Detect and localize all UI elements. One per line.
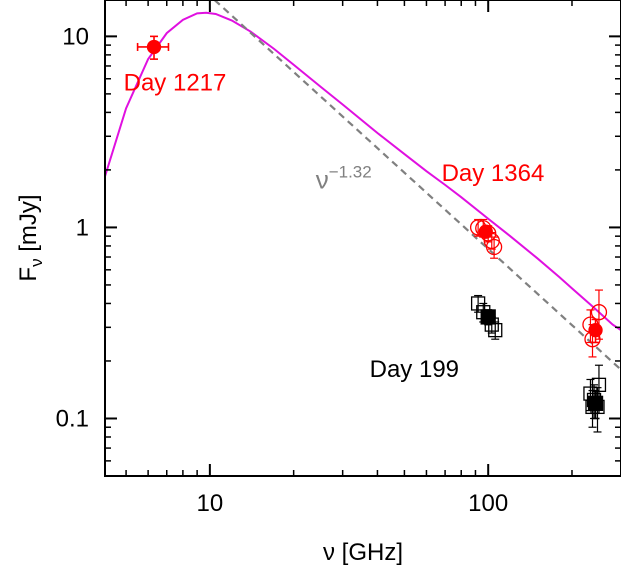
- label-day1364: Day 1364: [442, 160, 545, 187]
- day-1364-marker: [478, 224, 493, 239]
- y-axis-label-unit: [mJy]: [15, 194, 42, 258]
- day-1364-marker: [588, 322, 603, 338]
- y-axis-label-main: F: [15, 267, 42, 282]
- x-axis-label: ν [GHz]: [323, 539, 403, 566]
- model-curve: [105, 11, 621, 331]
- day-1364-point: [588, 318, 603, 344]
- powerlaw-label: ν−1.32: [316, 162, 372, 194]
- points-layer: [136, 35, 608, 433]
- x-tick-label: 100: [468, 490, 508, 517]
- x-tick-label: 10: [197, 490, 224, 517]
- y-axis-label-sub: ν: [27, 258, 46, 267]
- plot-frame: [104, 0, 621, 477]
- powerlaw-line: [213, 0, 621, 371]
- day-1364-point: [478, 224, 493, 239]
- day-1364-point: [485, 236, 503, 259]
- powerlaw-label-base: ν: [316, 164, 329, 194]
- day-199-point: [480, 309, 496, 326]
- y-tick-label: 1: [76, 214, 89, 241]
- day-1364-marker: [485, 238, 503, 256]
- powerlaw-label-exponent: −1.32: [329, 162, 372, 181]
- y-tick-label: 0.1: [56, 405, 89, 432]
- y-tick-label: 10: [62, 23, 89, 50]
- label-day199: Day 199: [370, 356, 459, 383]
- day-1217-marker: [146, 39, 162, 55]
- day-199-marker: [480, 309, 496, 325]
- day-1217-point: [136, 35, 170, 60]
- axes-layer: 0.1 1 10 10 100: [56, 0, 621, 517]
- label-day1217: Day 1217: [124, 70, 227, 97]
- curves-layer: [105, 0, 621, 371]
- annotations-layer: Day 1217 Day 1364 Day 199 ν−1.32: [124, 70, 545, 383]
- day-199-marker: [587, 395, 604, 412]
- y-axis-label: Fν [mJy]: [15, 194, 46, 281]
- day-199-point: [587, 389, 604, 420]
